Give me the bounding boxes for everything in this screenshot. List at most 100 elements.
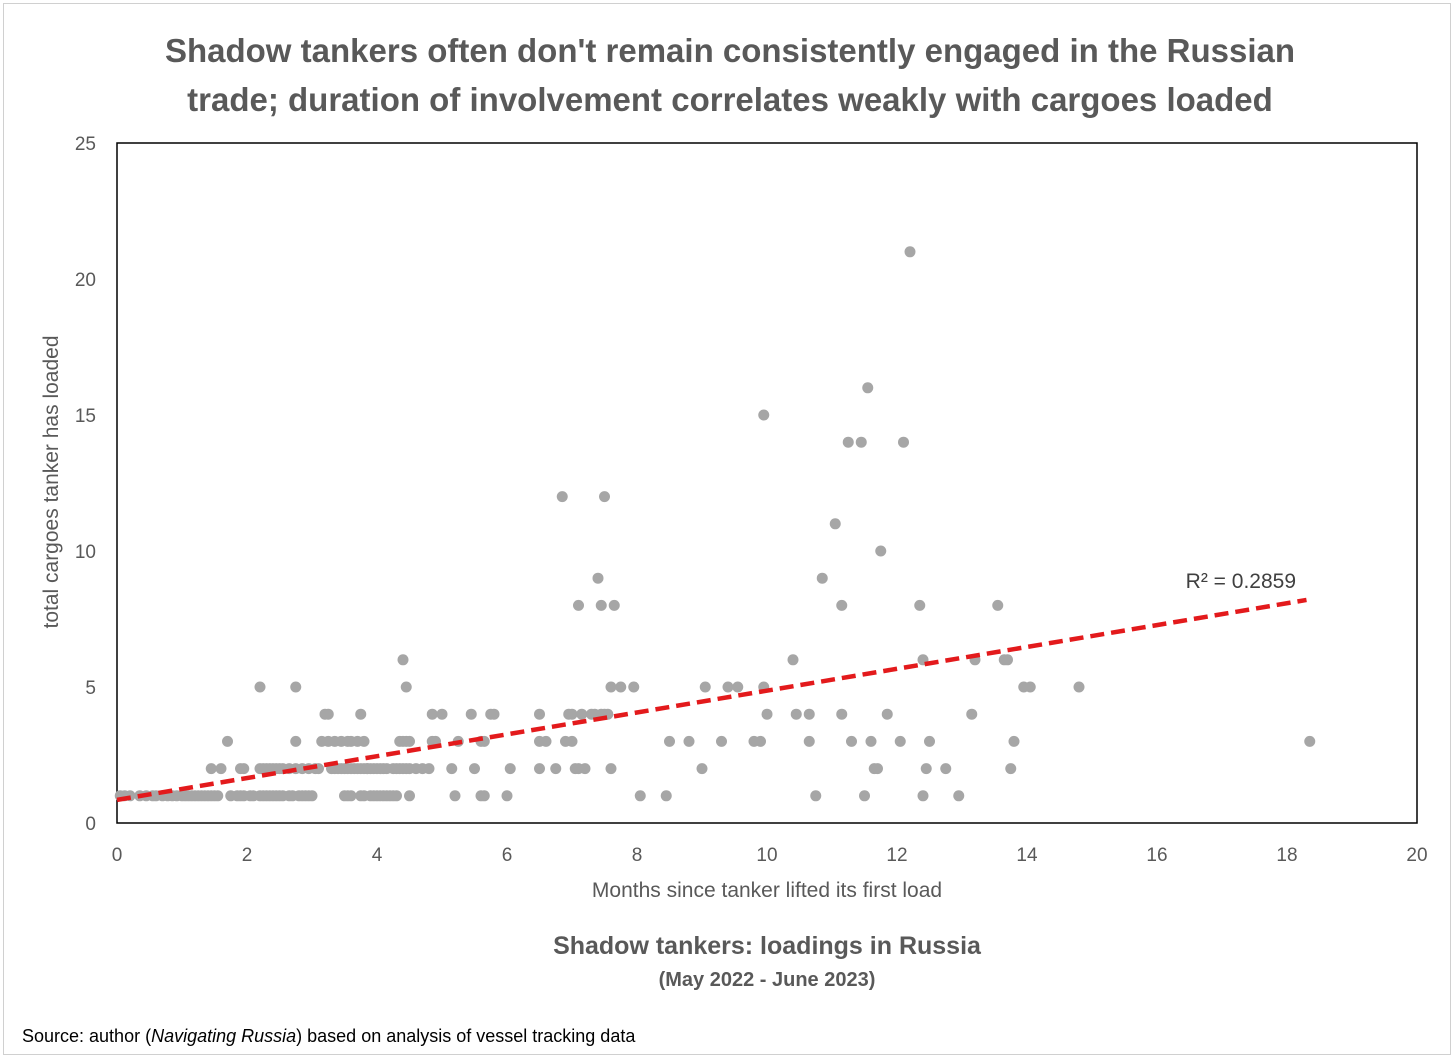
data-point [953,790,965,802]
data-point [605,681,617,693]
source-note: Source: author (Navigating Russia) based… [22,1026,635,1047]
data-point [478,790,490,802]
data-point [683,735,695,747]
data-point [875,545,887,557]
source-suffix: ) based on analysis of vessel tracking d… [296,1026,636,1046]
x-tick-label: 10 [756,845,777,866]
x-axis-ticks: 0 2 4 6 8 10 12 14 16 18 20 [112,845,1428,866]
y-tick-label: 20 [75,270,96,291]
x-tick-label: 4 [372,845,383,866]
data-point [404,735,415,747]
y-tick-label: 15 [75,406,96,427]
data-point [576,708,588,720]
data-point [859,790,870,802]
data-point [894,735,906,747]
data-point [1008,735,1020,747]
x-tick-label: 12 [886,845,907,866]
data-point [345,790,357,802]
data-point [1005,763,1017,775]
data-point [865,735,877,747]
data-point [904,246,916,258]
source-prefix: Source: author ( [22,1026,152,1046]
data-point [595,599,607,611]
data-point [855,436,867,448]
data-point [842,436,854,448]
data-point [660,790,672,802]
data-point [615,681,627,693]
x-tick-label: 0 [112,845,123,866]
y-tick-label: 10 [75,542,96,563]
y-tick-label: 25 [75,134,96,155]
x-tick-label: 20 [1406,845,1427,866]
data-point [290,681,302,693]
chart-title-line-2: trade; duration of involvement correlate… [187,81,1273,118]
data-point [599,491,610,503]
chart-date-range: (May 2022 - June 2023) [658,969,876,991]
data-point [992,599,1004,611]
data-point [566,708,578,720]
y-axis-ticks: 0 5 10 15 20 25 [75,134,96,835]
data-point [322,708,334,720]
data-point [449,790,461,802]
data-point [605,763,617,775]
data-point [716,735,727,747]
data-point [1024,681,1036,693]
data-point [540,735,552,747]
x-tick-label: 2 [242,845,253,866]
data-point [306,790,318,802]
data-point [238,763,250,775]
y-tick-label: 0 [85,814,96,835]
data-point [917,790,929,802]
data-point [504,763,516,775]
data-point [829,518,841,530]
data-point [573,599,584,611]
data-point [872,763,883,775]
data-point [222,735,233,747]
data-point [634,790,646,802]
x-tick-label: 8 [632,845,643,866]
data-point [436,708,448,720]
data-points [114,246,1316,802]
data-point [423,763,435,775]
chart-title-line-1: Shadow tankers often don't remain consis… [164,32,1296,69]
data-point [940,763,952,775]
data-point [608,599,620,611]
data-point [205,763,217,775]
data-point [664,735,675,747]
data-point [1304,735,1316,747]
data-point [400,681,412,693]
data-point [1073,681,1085,693]
data-point [628,681,640,693]
data-point [810,790,822,802]
y-axis-label: total cargoes tanker has loaded [40,335,63,628]
x-tick-label: 14 [1016,845,1038,866]
data-point [803,735,815,747]
data-point [966,708,978,720]
data-point [404,790,415,802]
data-point [254,681,266,693]
chart-subtitle: Shadow tankers: loadings in Russia [553,932,981,960]
data-point [862,382,874,394]
data-point [881,708,893,720]
data-point [534,763,545,775]
data-point [803,708,815,720]
data-point [355,708,367,720]
data-point [836,599,848,611]
data-point [722,681,734,693]
y-tick-label: 5 [85,678,96,699]
data-point [397,654,409,666]
data-point [556,491,568,503]
data-point [215,763,227,775]
data-point [816,572,828,584]
data-point [914,599,926,611]
data-point [846,735,857,747]
data-point [761,708,773,720]
data-point [592,572,604,584]
data-point [699,681,711,693]
data-point [550,763,562,775]
data-point [358,735,370,747]
data-point [579,763,591,775]
trendline [116,597,1307,803]
data-point [290,735,302,747]
data-point [469,763,480,775]
